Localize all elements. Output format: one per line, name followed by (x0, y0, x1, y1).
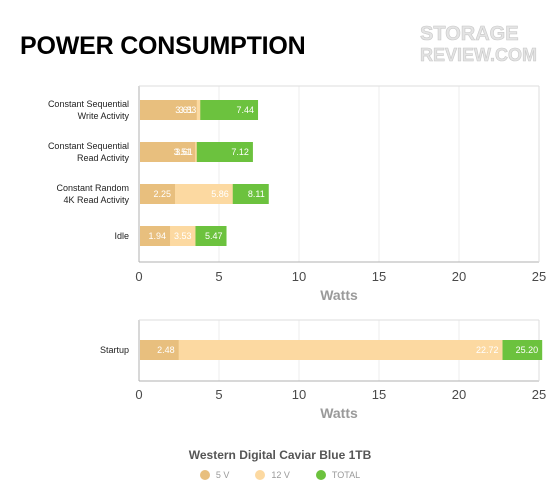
legend-item-12v: 12 V (255, 470, 290, 480)
legend-label-total: TOTAL (331, 470, 361, 480)
category-label-0-1-0: Constant Sequential (48, 141, 129, 151)
svg-text:STORAGE: STORAGE (420, 23, 519, 45)
value-label-12v-0-2: 5.86 (211, 189, 229, 199)
legend-swatch-5v (199, 470, 210, 480)
bar-5v-1-0 (140, 340, 179, 360)
x-axis-label-1: Watts (320, 405, 358, 421)
legend-label-5v: 5 V (215, 470, 230, 480)
x-tick-label-0-5: 25 (532, 269, 546, 284)
category-label-0-0-1: Write Activity (78, 111, 130, 121)
category-label-1-0-0: Startup (100, 345, 129, 355)
legend-swatch-total (315, 470, 326, 480)
value-label-12v-0-3: 3.53 (174, 231, 192, 241)
value-label-total-0-1: 7.12 (231, 147, 249, 157)
bar-5v-0-3 (140, 226, 171, 246)
category-label-0-1-1: Read Activity (77, 153, 130, 163)
value-label-total-0-0: 7.44 (237, 105, 255, 115)
storagereview-logo: STORAGE REVIEW.COM (420, 23, 538, 66)
svg-text:REVIEW.COM: REVIEW.COM (420, 45, 537, 65)
value-label-12v-1-0: 22.72 (476, 345, 499, 355)
bar-5v-0-2 (140, 184, 175, 204)
legend-label-12v: 12 V (271, 470, 290, 480)
legend-swatch-12v (255, 470, 266, 480)
page-title: POWER CONSUMPTION (20, 32, 306, 60)
x-axis-label-0: Watts (320, 287, 358, 303)
value-label-12v-0-0: 3.83 (179, 105, 197, 115)
legend-title: Western Digital Caviar Blue 1TB (188, 448, 372, 462)
value-label-total-1-0: 25.20 (516, 345, 539, 355)
x-tick-label-1-3: 15 (372, 387, 386, 402)
value-label-total-0-2: 8.11 (248, 189, 265, 199)
value-label-5v-1-0: 2.48 (157, 345, 175, 355)
x-tick-label-0-2: 10 (292, 269, 306, 284)
value-label-12v-0-1: 3.61 (175, 147, 193, 157)
category-label-0-2-1: 4K Read Activity (63, 195, 129, 205)
value-label-5v-0-0: 3.61 (175, 105, 193, 115)
x-tick-label-1-4: 20 (452, 387, 466, 402)
power-consumption-chart: 0 5 10 15 20 25 Watts Constant Sequential Write … (48, 85, 546, 421)
x-tick-label-0-0: 0 (135, 269, 142, 284)
x-tick-label-0-4: 20 (452, 269, 466, 284)
category-label-0-3-0: Idle (114, 231, 129, 241)
bar-12v-1-0 (140, 340, 503, 360)
x-tick-label-0-3: 15 (372, 269, 386, 284)
category-label-0-0-0: Constant Sequential (48, 99, 129, 109)
legend-item-5v: 5 V (199, 470, 230, 480)
value-label-5v-0-3: 1.94 (149, 231, 167, 241)
legend-item-total: TOTAL (315, 470, 361, 480)
x-tick-label-0-1: 5 (215, 269, 222, 284)
x-tick-label-1-0: 0 (135, 387, 142, 402)
x-tick-label-1-1: 5 (215, 387, 222, 402)
bar-5v-0-1 (140, 142, 196, 162)
value-label-5v-0-1: 3.51 (174, 147, 192, 157)
bar-5v-0-0 (140, 100, 197, 120)
legend: 5 V 12 V TOTAL (0, 470, 560, 480)
x-tick-label-1-2: 10 (292, 387, 306, 402)
value-label-5v-0-2: 2.25 (153, 189, 171, 199)
category-label-0-2-0: Constant Random (56, 183, 129, 193)
value-label-total-0-3: 5.47 (205, 231, 223, 241)
x-tick-label-1-5: 25 (532, 387, 546, 402)
